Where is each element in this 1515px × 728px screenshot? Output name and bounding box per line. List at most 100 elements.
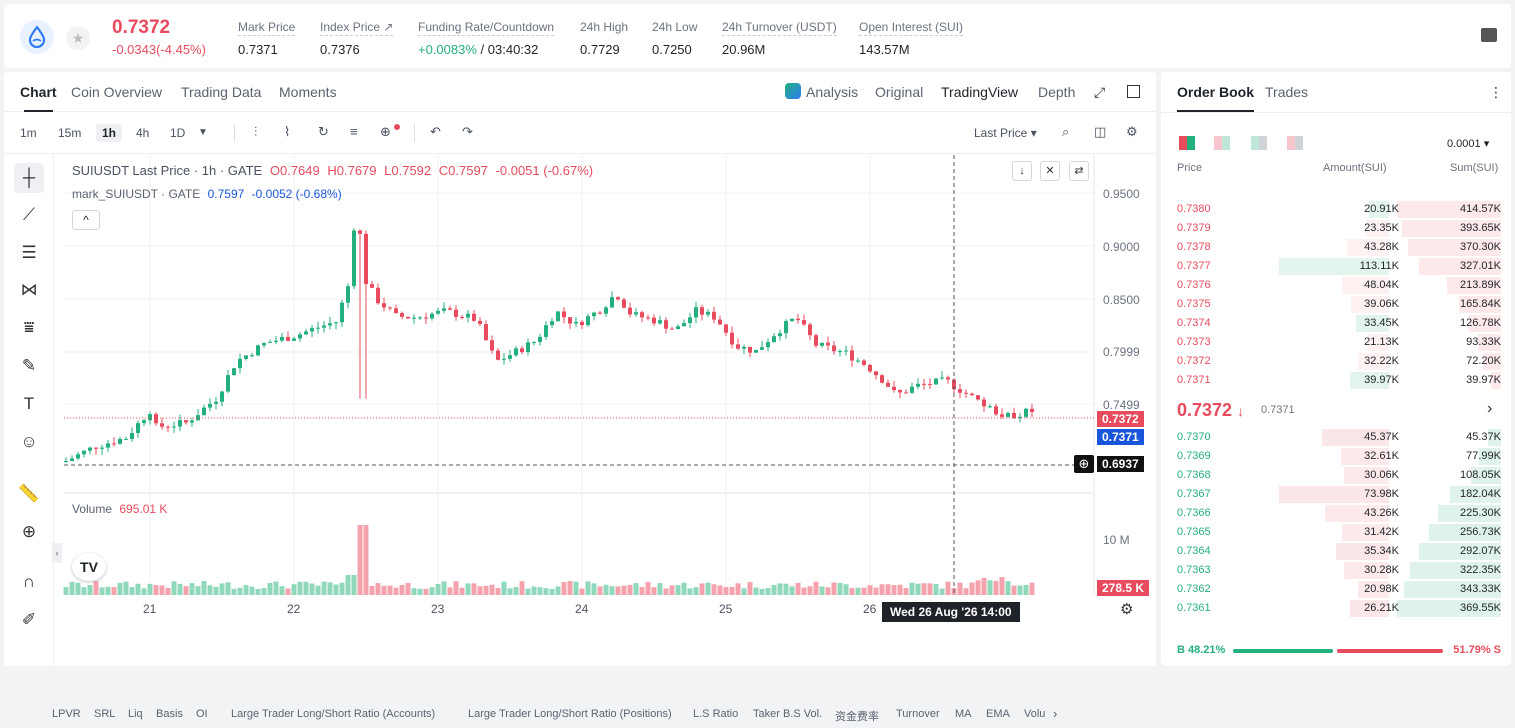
- bid-row[interactable]: 0.7366 43.26K 225.30K: [1161, 504, 1511, 523]
- axis-settings-icon[interactable]: ⚙: [1120, 601, 1134, 618]
- bid-row[interactable]: 0.7367 73.98K 182.04K: [1161, 485, 1511, 504]
- add-indicator-icon[interactable]: ⊕: [380, 124, 391, 139]
- indicator-ls-ratio[interactable]: L.S Ratio: [693, 708, 739, 720]
- book-icon[interactable]: [1481, 28, 1497, 42]
- view-depth[interactable]: Depth: [1038, 84, 1076, 100]
- view-tradingview[interactable]: TradingView: [941, 84, 1019, 100]
- indicator-volume[interactable]: Volu: [1024, 708, 1046, 720]
- layout-both-icon[interactable]: [1179, 136, 1195, 150]
- timeframe-1m[interactable]: 1m: [20, 126, 37, 140]
- favorite-star-icon[interactable]: ★: [66, 26, 90, 50]
- emoji-icon[interactable]: ☺: [20, 432, 38, 451]
- ask-row[interactable]: 0.7378 43.28K 370.30K: [1161, 238, 1511, 257]
- indicator-turnover[interactable]: Turnover: [896, 708, 940, 720]
- indicator-taker-bs-vol[interactable]: Taker B.S Vol.: [753, 708, 823, 720]
- timeframe-1h[interactable]: 1h: [96, 124, 123, 142]
- indicator-large-trader-positions[interactable]: Large Trader Long/Short Ratio (Positions…: [468, 708, 672, 720]
- chevron-right-icon[interactable]: ›: [1053, 706, 1058, 721]
- magnet-icon[interactable]: ∩: [22, 572, 36, 591]
- bid-row[interactable]: 0.7370 45.37K 45.37K: [1161, 428, 1511, 447]
- fib-icon[interactable]: ⩸: [23, 318, 35, 337]
- ask-row[interactable]: 0.7372 32.22K 72.20K: [1161, 352, 1511, 371]
- price-type-select[interactable]: Last Price ▾: [974, 126, 1037, 140]
- horizontal-lines-icon[interactable]: ☰: [21, 243, 37, 262]
- row-sum: 182.04K: [1460, 488, 1501, 500]
- stat-label[interactable]: Funding Rate/Countdown: [418, 20, 555, 36]
- ask-row[interactable]: 0.7375 39.06K 165.84K: [1161, 295, 1511, 314]
- tab-order-book[interactable]: Order Book: [1177, 84, 1255, 112]
- view-analysis[interactable]: Analysis: [806, 84, 859, 100]
- collapse-sidebar-icon[interactable]: ‹: [52, 543, 62, 563]
- stat-label[interactable]: Mark Price: [238, 20, 296, 36]
- brush-icon[interactable]: ✎: [21, 356, 37, 375]
- ask-row[interactable]: 0.7371 39.97K 39.97K: [1161, 371, 1511, 390]
- layout-split-icon[interactable]: [1214, 136, 1230, 150]
- redo-icon[interactable]: ↷: [462, 124, 473, 139]
- tab-trading-data[interactable]: Trading Data: [181, 84, 262, 100]
- search-icon[interactable]: ⌕: [1062, 124, 1070, 139]
- ask-row[interactable]: 0.7373 21.13K 93.33K: [1161, 333, 1511, 352]
- stat-label[interactable]: Index Price ↗: [320, 20, 394, 36]
- candle-type-icon[interactable]: ⫶: [254, 124, 258, 139]
- ask-row[interactable]: 0.7377 113.11K 327.01K: [1161, 257, 1511, 276]
- indicator-ma[interactable]: MA: [955, 708, 972, 720]
- timeframe-15m[interactable]: 15m: [58, 126, 82, 140]
- candlestick-chart[interactable]: [56, 155, 1156, 615]
- layout-bids-icon[interactable]: [1251, 136, 1267, 150]
- tab-coin-overview[interactable]: Coin Overview: [71, 84, 163, 100]
- tab-moments[interactable]: Moments: [279, 84, 337, 100]
- bid-row[interactable]: 0.7363 30.28K 322.35K: [1161, 561, 1511, 580]
- indicator-ema[interactable]: EMA: [986, 708, 1010, 720]
- ask-row[interactable]: 0.7379 23.35K 393.65K: [1161, 219, 1511, 238]
- chevron-right-icon[interactable]: ›: [1487, 400, 1493, 417]
- swap-icon[interactable]: ⇄: [1069, 161, 1089, 181]
- scroll-down-icon[interactable]: ↓: [1012, 161, 1032, 181]
- bid-row[interactable]: 0.7364 35.34K 292.07K: [1161, 542, 1511, 561]
- bid-row[interactable]: 0.7368 30.06K 108.05K: [1161, 466, 1511, 485]
- more-menu-icon[interactable]: ⋮: [1489, 84, 1503, 100]
- tab-chart[interactable]: Chart: [20, 84, 57, 112]
- indicator-funding-rate[interactable]: 资金费率: [835, 711, 879, 723]
- settings-gear-icon[interactable]: ⚙: [1126, 124, 1138, 139]
- ruler-icon[interactable]: 📏: [18, 484, 40, 503]
- expand-icon[interactable]: ⤢: [1094, 84, 1106, 100]
- add-alert-icon[interactable]: ⊕: [1074, 455, 1094, 473]
- timeframe-4h[interactable]: 4h: [136, 126, 150, 140]
- window-icon[interactable]: [1127, 85, 1140, 98]
- indicator-srl[interactable]: SRL: [94, 708, 116, 720]
- pencil-lock-icon[interactable]: ✐: [21, 610, 37, 629]
- undo-icon[interactable]: ↶: [430, 124, 441, 139]
- bid-row[interactable]: 0.7361 26.21K 369.55K: [1161, 599, 1511, 618]
- camera-icon[interactable]: ◫: [1094, 124, 1107, 139]
- bid-row[interactable]: 0.7365 31.42K 256.73K: [1161, 523, 1511, 542]
- price-chart[interactable]: SUIUSDT Last Price · 1h · GATE O0.7649 H…: [52, 155, 1156, 723]
- indicator-lpvr[interactable]: LPVR: [52, 708, 81, 720]
- timeframe-1d[interactable]: 1D: [170, 126, 186, 140]
- bid-row[interactable]: 0.7369 32.61K 77.99K: [1161, 447, 1511, 466]
- layout-asks-icon[interactable]: [1287, 136, 1303, 150]
- collapse-legend-button[interactable]: ^: [72, 210, 100, 230]
- stat-label[interactable]: 24h Turnover (USDT): [722, 20, 837, 36]
- text-icon[interactable]: T: [23, 394, 35, 413]
- tab-trades[interactable]: Trades: [1265, 84, 1309, 100]
- ask-row[interactable]: 0.7380 20.91K 414.57K: [1161, 200, 1511, 219]
- ask-row[interactable]: 0.7374 33.45K 126.78K: [1161, 314, 1511, 333]
- pattern-icon[interactable]: ⋈: [20, 280, 38, 299]
- indicator-liq[interactable]: Liq: [128, 708, 143, 720]
- refresh-icon[interactable]: ↻: [318, 124, 329, 139]
- crosshair-icon[interactable]: ┼: [14, 163, 44, 193]
- indicator-large-trader-accounts[interactable]: Large Trader Long/Short Ratio (Accounts): [231, 708, 436, 720]
- compress-icon[interactable]: ✕: [1040, 161, 1060, 181]
- indicator-oi[interactable]: OI: [196, 708, 208, 720]
- precision-select[interactable]: 0.0001 ▾: [1447, 138, 1490, 150]
- timeframe-dropdown-icon[interactable]: ▼: [198, 127, 208, 138]
- indicator-basis[interactable]: Basis: [156, 708, 183, 720]
- template-icon[interactable]: ≡: [350, 124, 358, 139]
- stat-label[interactable]: Open Interest (SUI): [859, 20, 964, 36]
- view-original[interactable]: Original: [875, 84, 924, 100]
- trendline-icon[interactable]: ⟋: [23, 205, 35, 224]
- ask-row[interactable]: 0.7376 48.04K 213.89K: [1161, 276, 1511, 295]
- bid-row[interactable]: 0.7362 20.98K 343.33K: [1161, 580, 1511, 599]
- zoom-in-icon[interactable]: ⊕: [21, 522, 37, 541]
- indicator-chart-icon[interactable]: ⌇: [284, 124, 291, 139]
